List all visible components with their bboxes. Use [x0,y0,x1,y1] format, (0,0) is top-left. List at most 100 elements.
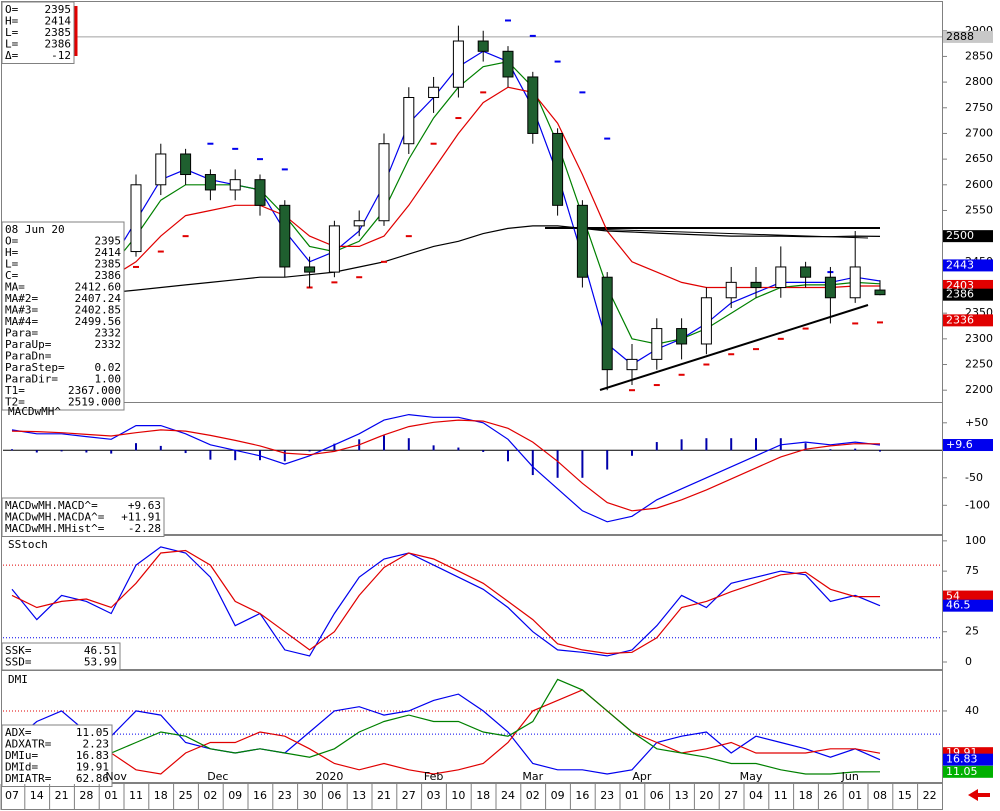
readout-value: 2414 [95,246,122,259]
value-flag [943,259,993,272]
candle-body [849,266,861,299]
readout-value: 53.99 [84,656,117,669]
sar-dot [182,235,189,238]
month-label: Mar [522,770,543,783]
series-line [11,549,880,655]
y-tick-label: 75 [965,564,979,577]
panel: 2200225023002350240024502500255026002650… [1,1,993,411]
readout-value: 2385 [95,258,122,271]
readout-label: ADXATR= [5,738,52,751]
readout-value: 2519.000 [68,396,121,409]
readout-value: +9.63 [128,499,161,512]
readout-label: SSD= [5,656,32,669]
readout-label: ParaStep= [5,361,65,374]
value-flag-label: 2386 [946,288,974,301]
sar-dot [529,34,536,37]
x-tick-label: 09 [228,789,242,802]
readout-label: MA= [5,281,25,294]
readout-box [1,221,125,411]
candle-body [452,40,464,88]
candle-body [130,184,142,253]
sar-dot [455,117,462,120]
sar-dot [877,321,883,324]
sar-dot [257,158,263,161]
sar-dot [753,348,759,351]
readout-value: 2402.85 [75,304,121,317]
month-label: Apr [632,770,652,783]
series-line [11,419,881,512]
x-tick-label: 18 [154,789,168,802]
x-tick-label: 01 [104,789,118,802]
panel-title: MACDwMH^ [8,405,61,418]
y-tick-label: 2850 [965,49,993,62]
y-tick-label: 2300 [965,332,993,345]
candle-body [254,179,266,206]
value-flag [943,753,993,766]
y-tick-label: 0 [965,655,972,668]
x-tick-label: 01 [625,789,639,802]
readout-label: DMIATR= [5,772,52,785]
y-tick-label: -50 [965,471,983,484]
sar-dot [703,363,710,366]
readout-value: 2414 [45,15,72,28]
readout-value: 62.86 [76,772,109,785]
candle-body [725,281,737,299]
sar-dot [430,142,437,145]
candle-body [229,179,241,191]
readout-label: ParaDir= [5,373,58,386]
candle-body [626,358,638,371]
sar-dot [505,19,511,22]
y-tick-label: -100 [965,498,990,511]
readout-value: 11.05 [76,726,109,739]
y-tick-label: 100 [965,534,986,547]
x-tick-label: 21 [377,789,391,802]
readout-value: 2.23 [83,738,110,751]
candle-body [874,289,886,296]
readout-label: ParaDn= [5,350,52,363]
readout-date: 08 Jun 20 [5,223,65,236]
readout-label: T2= [5,396,25,409]
readout-label: L= [5,38,19,51]
month-label: Feb [424,770,443,783]
panel-title: SStoch [8,538,48,551]
x-tick-label: 18 [476,789,490,802]
x-tick-label: 04 [749,789,763,802]
series-line [11,689,881,775]
candle-body [601,276,613,371]
x-tick-label: 03 [427,789,441,802]
readout-label: DMId= [5,761,38,774]
candle-body [279,204,291,268]
y-tick-label: 2550 [965,203,993,216]
readout-label: MA#4= [5,315,38,328]
x-tick-label: 21 [55,789,69,802]
x-tick-label: 25 [179,789,193,802]
x-tick-label: 28 [79,789,93,802]
scroll-arrow[interactable] [968,789,990,801]
x-tick-label: 27 [724,789,738,802]
panel: +50 -50 -100 MACDwMH^ +9.6 MACDwMH.MACD^= +9.6… [1,405,993,537]
readout-value: 2499.56 [75,315,121,328]
candle-body [824,276,836,299]
readout-label: MACDwMH.MACD^= [5,499,98,512]
x-tick-label: 10 [451,789,465,802]
readout-label: ADX= [5,726,32,739]
readout-box [1,724,113,787]
readout-value: 2332 [95,338,122,351]
readout-label: C= [5,269,19,282]
value-flag-label: 46.5 [946,599,971,612]
y-tick-label: 2700 [965,126,993,139]
candle-body [353,220,365,227]
value-flag [943,439,993,452]
readout-value: -12 [51,49,71,62]
y-tick-label: 2250 [965,358,993,371]
x-tick-label: 14 [30,789,44,802]
readout-label: DMIu= [5,749,38,762]
candle-body [800,266,812,278]
series-line [11,413,881,523]
y-tick-label: 25 [965,625,979,638]
x-tick-label: 09 [551,789,565,802]
